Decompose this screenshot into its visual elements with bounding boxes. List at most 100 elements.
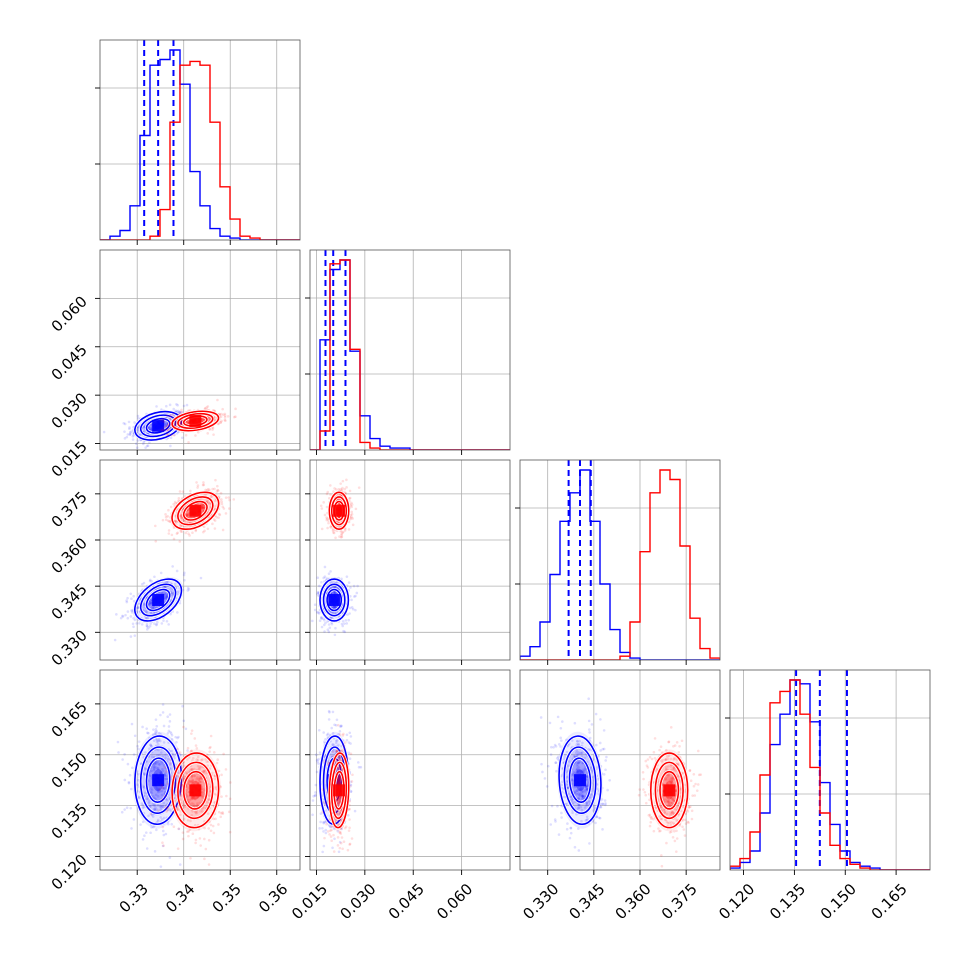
scatter-point [130,609,133,612]
scatter-point [220,500,224,504]
scatter-point [194,812,198,815]
scatter-point [132,753,136,756]
scatter-point [161,844,165,848]
scatter-point [164,777,167,781]
scatter-point [156,754,159,757]
scatter-point [190,813,194,817]
scatter-point [208,501,212,505]
scatter-point [149,743,152,747]
scatter-point [350,501,353,505]
scatter-point [202,507,205,510]
scatter-point [150,755,154,758]
scatter-point [342,840,346,843]
scatter-point [207,863,211,866]
scatter-point [132,625,135,629]
scatter-point [338,799,342,803]
scatter-point [150,787,153,790]
scatter-point [180,530,184,534]
scatter-point [338,729,342,733]
scatter-point [169,414,173,417]
scatter-point [161,805,165,809]
scatter-point [186,782,190,786]
scatter-point [181,837,185,841]
scatter-point [144,768,147,771]
scatter-point [338,778,342,782]
scatter-point [179,794,183,797]
scatter-point [151,815,155,818]
scatter-point [331,743,334,746]
scatter-point [354,608,357,612]
scatter-point [337,822,340,826]
scatter-point [159,771,162,775]
scatter-point [229,781,232,784]
scatter-point [155,740,159,744]
scatter-point [127,780,131,784]
scatter-point [566,822,569,825]
scatter-point [227,507,231,510]
scatter-point [343,487,347,491]
scatter-point [199,777,202,781]
scatter-point [341,486,344,490]
scatter-point [182,404,186,408]
scatter-point [135,442,138,446]
scatter-point [157,787,161,791]
panel-frame [99,459,301,661]
scatter-point [339,796,342,800]
scatter-point [164,806,168,809]
scatter-point [131,609,134,612]
scatter-panel-0-1 [95,249,301,455]
contour-line-1 [177,412,214,430]
scatter-point [165,414,169,417]
scatter-point [220,419,223,423]
scatter-point [190,729,194,732]
scatter-point [220,412,223,416]
scatter-point [326,526,329,530]
scatter-point [350,598,353,602]
scatter-point [141,442,145,446]
scatter-point [228,498,231,502]
scatter-point [343,529,347,532]
scatter-point [187,770,190,773]
scatter-point [338,846,342,850]
scatter-point [346,613,349,616]
density-peak [152,594,165,606]
scatter-point [330,526,333,529]
scatter-point [234,415,237,419]
scatter-point [161,786,165,790]
scatter-point [161,825,165,829]
scatter-point [136,439,140,442]
scatter-point [207,416,211,420]
scatter-point [186,749,189,752]
scatter-point [169,505,173,509]
scatter-point [175,403,178,406]
scatter-point [311,799,315,802]
scatter-point [169,808,172,811]
scatter-point [334,723,338,727]
scatter-point [193,823,197,827]
scatter-point [335,749,339,753]
scatter-point [185,403,189,407]
scatter-point [166,433,169,436]
scatter-point [581,794,584,798]
contour-line-0 [171,491,220,531]
scatter-point [560,804,563,808]
scatter-point [140,623,144,626]
scatter-point [190,796,194,799]
scatter-point [188,798,192,802]
scatter-point [201,794,204,797]
scatter-point [190,797,193,801]
scatter-point [192,795,195,799]
scatter-point [186,514,190,517]
scatter-point [156,820,160,823]
scatter-point [194,434,197,437]
scatter-point [345,622,349,625]
scatter-point [153,763,156,766]
scatter-point [147,814,150,818]
scatter-point [314,783,318,787]
scatter-point [337,776,340,779]
scatter-point [206,527,210,531]
scatter-point [562,757,566,761]
scatter-point [322,821,326,825]
scatter-point [181,775,185,779]
scatter-point [223,414,227,418]
